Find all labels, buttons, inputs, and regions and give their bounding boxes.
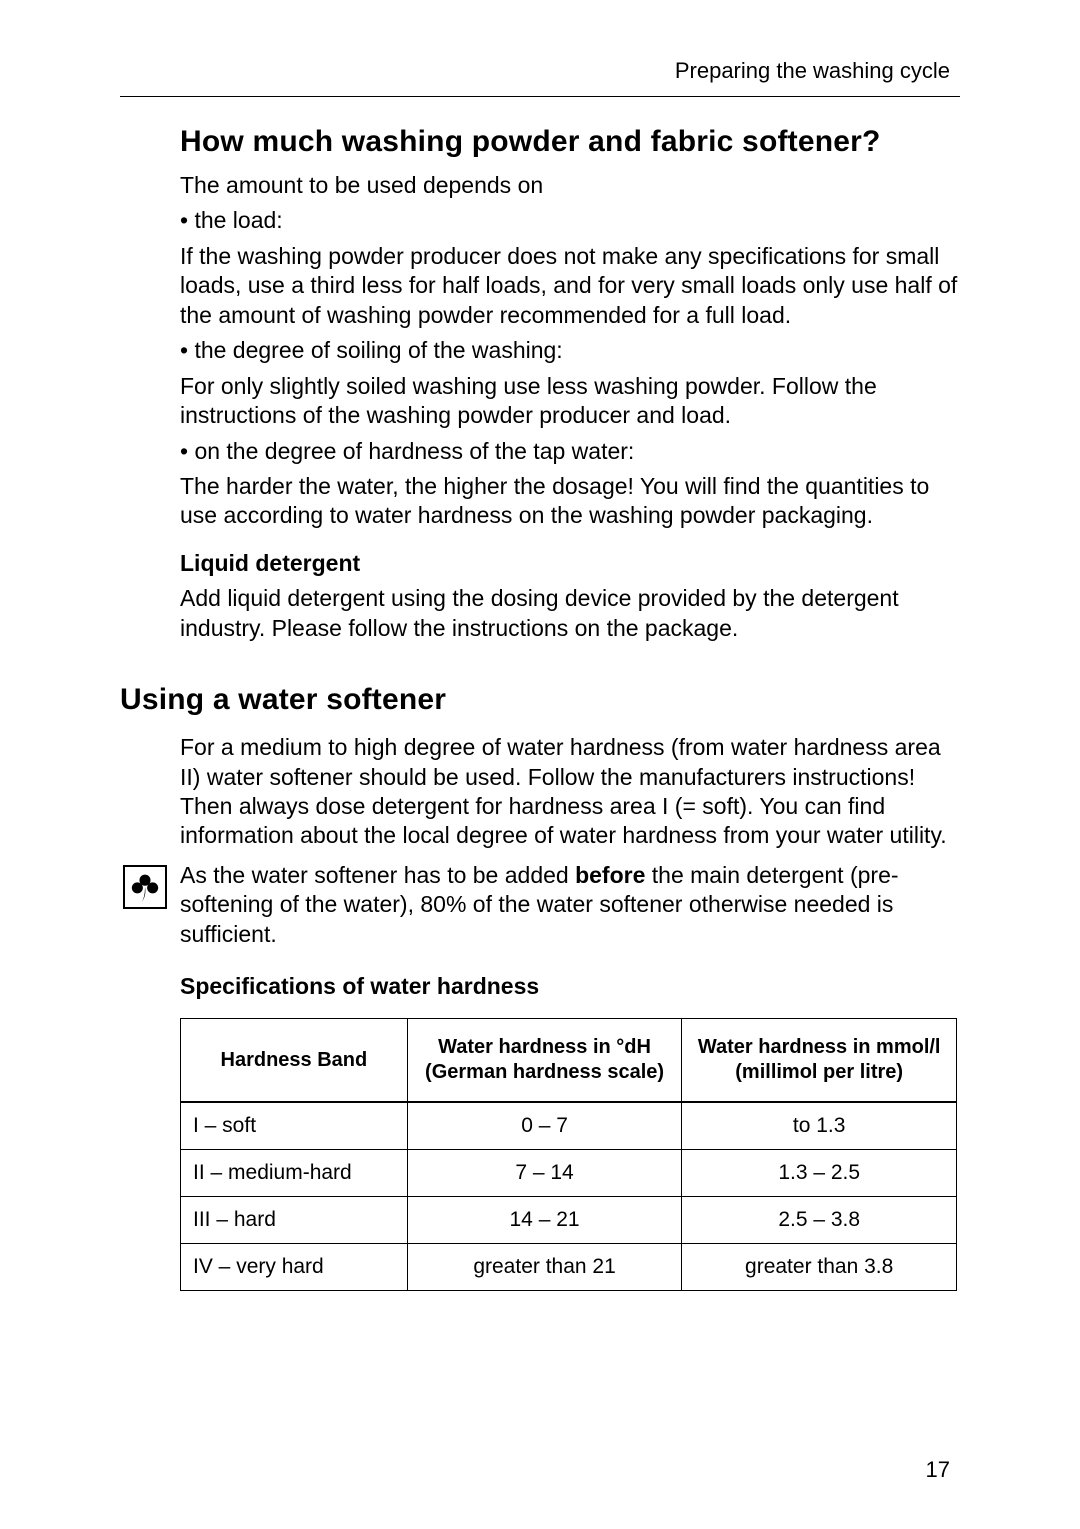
header-rule	[120, 96, 960, 97]
col-header-mmol: Water hardness in mmol/l (millimol per l…	[682, 1019, 957, 1103]
document-page: Preparing the washing cycle How much was…	[0, 0, 1080, 1529]
softener-body-text: For a medium to high degree of water har…	[180, 733, 960, 851]
bullet-lead-1: • the degree of soiling of the washing:	[180, 336, 960, 365]
cell-mmol: to 1.3	[682, 1102, 957, 1150]
table-row: I – soft 0 – 7 to 1.3	[181, 1102, 957, 1150]
running-header: Preparing the washing cycle	[120, 58, 960, 96]
section1-body: The amount to be used depends on • the l…	[180, 171, 960, 643]
table-title: Specifications of water hardness	[180, 973, 960, 1000]
clover-icon	[123, 865, 167, 909]
cell-dh: greater than 21	[407, 1244, 682, 1291]
water-hardness-table: Hardness Band Water hardness in °dH (Ger…	[180, 1018, 957, 1291]
liquid-detergent-body: Add liquid detergent using the dosing de…	[180, 584, 960, 643]
table-row: IV – very hard greater than 21 greater t…	[181, 1244, 957, 1291]
col-header-dh-l2: (German hardness scale)	[425, 1061, 664, 1083]
bullet-body-1: For only slightly soiled washing use les…	[180, 372, 960, 431]
note-prefix: As the water softener has to be added	[180, 862, 575, 888]
table-row: II – medium-hard 7 – 14 1.3 – 2.5	[181, 1150, 957, 1197]
col-header-dh-l1: Water hardness in °dH	[438, 1036, 651, 1058]
bullet-lead-2: • on the degree of hardness of the tap w…	[180, 437, 960, 466]
col-header-band-l1: Hardness Band	[221, 1049, 368, 1071]
note-callout: As the water softener has to be added be…	[120, 861, 960, 949]
bullet-lead-0: • the load:	[180, 206, 960, 235]
cell-mmol: 1.3 – 2.5	[682, 1150, 957, 1197]
cell-dh: 14 – 21	[407, 1197, 682, 1244]
cell-band: I – soft	[181, 1102, 408, 1150]
cell-dh: 7 – 14	[407, 1150, 682, 1197]
cell-band: II – medium-hard	[181, 1150, 408, 1197]
cell-mmol: greater than 3.8	[682, 1244, 957, 1291]
bullet-body-2: The harder the water, the higher the dos…	[180, 472, 960, 531]
cell-band: IV – very hard	[181, 1244, 408, 1291]
bullet-body-0: If the washing powder producer does not …	[180, 242, 960, 330]
note-bold: before	[575, 862, 645, 888]
cell-band: III – hard	[181, 1197, 408, 1244]
intro-line: The amount to be used depends on	[180, 171, 960, 200]
col-header-mmol-l2: (millimol per litre)	[735, 1061, 903, 1083]
col-header-band: Hardness Band	[181, 1019, 408, 1103]
cell-mmol: 2.5 – 3.8	[682, 1197, 957, 1244]
col-header-dh: Water hardness in °dH (German hardness s…	[407, 1019, 682, 1103]
table-header-row: Hardness Band Water hardness in °dH (Ger…	[181, 1019, 957, 1103]
note-text: As the water softener has to be added be…	[180, 861, 960, 949]
page-number: 17	[926, 1457, 950, 1483]
cell-dh: 0 – 7	[407, 1102, 682, 1150]
liquid-detergent-heading: Liquid detergent	[180, 549, 960, 578]
col-header-mmol-l1: Water hardness in mmol/l	[698, 1036, 941, 1058]
section-heading-powder: How much washing powder and fabric softe…	[180, 125, 960, 159]
section-heading-softener: Using a water softener	[120, 683, 960, 717]
table-row: III – hard 14 – 21 2.5 – 3.8	[181, 1197, 957, 1244]
section2-body: For a medium to high degree of water har…	[180, 733, 960, 851]
